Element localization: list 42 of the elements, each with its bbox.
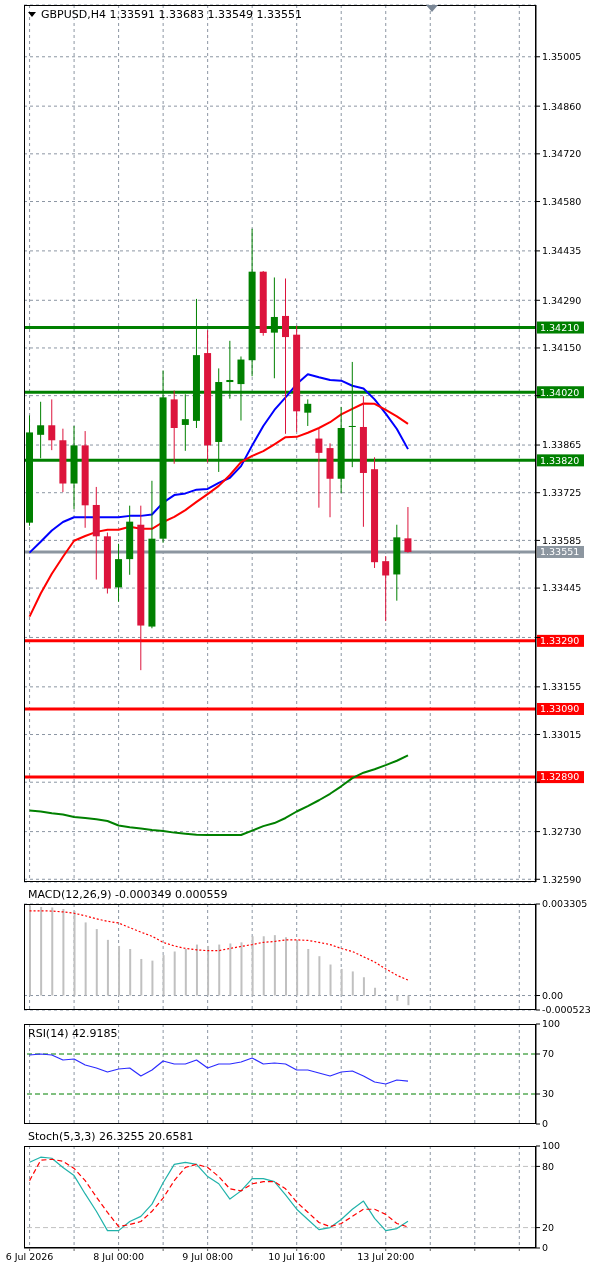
y-tick-label: 1.34150 [542, 342, 582, 354]
y-tick-label: -0.000523 [542, 1004, 591, 1016]
ref-line-label: 1.33290 [540, 635, 580, 647]
y-tick-label: 1.34860 [542, 100, 582, 112]
ref-line-label: 1.33551 [540, 546, 580, 558]
y-tick-label: 0 [542, 1118, 549, 1130]
x-tick-label: 8 Jul 00:00 [93, 1250, 145, 1262]
chart-title: GBPUSD,H4 1.33591 1.33683 1.33549 1.33551 [41, 8, 302, 21]
y-tick-label: 1.33015 [542, 728, 582, 740]
y-tick-label: 1.33155 [542, 681, 582, 693]
y-tick-label: 0.003305 [542, 898, 588, 910]
x-tick-label: 10 Jul 16:00 [268, 1250, 326, 1262]
y-tick-label: 100 [542, 1140, 561, 1152]
x-tick-label: 13 Jul 20:00 [357, 1250, 415, 1262]
y-tick-label: 70 [542, 1048, 555, 1060]
y-tick-label: 1.33865 [542, 439, 582, 451]
y-tick-label: 1.33445 [542, 582, 582, 594]
x-tick-label: 6 Jul 2026 [5, 1250, 54, 1262]
y-tick-label: 1.34290 [542, 294, 582, 306]
y-tick-label: 1.33585 [542, 534, 582, 546]
y-tick-label: 1.33725 [542, 487, 582, 499]
ref-line-label: 1.34210 [540, 321, 580, 333]
y-tick-label: 100 [542, 1018, 561, 1030]
chart-title: MACD(12,26,9) -0.000349 0.000559 [28, 888, 228, 901]
y-tick-label: 0 [542, 1242, 549, 1254]
y-tick-label: 80 [542, 1160, 555, 1172]
y-tick-label: 1.32730 [542, 825, 582, 837]
chart-title: Stoch(5,3,3) 26.3255 20.6581 [28, 1130, 194, 1143]
y-tick-label: 1.35005 [542, 51, 582, 63]
ref-line-label: 1.32890 [540, 771, 580, 783]
y-tick-label: 1.34720 [542, 148, 582, 160]
ref-line-label: 1.34020 [540, 386, 580, 398]
chart-title: RSI(14) 42.9185 [28, 1027, 118, 1040]
ref-line-label: 1.33820 [540, 454, 580, 466]
y-tick-label: 0.00 [542, 989, 564, 1001]
y-tick-label: 1.32590 [542, 873, 582, 885]
y-tick-label: 1.34580 [542, 195, 582, 207]
y-tick-label: 30 [542, 1088, 555, 1100]
x-tick-label: 9 Jul 08:00 [182, 1250, 234, 1262]
y-tick-label: 20 [542, 1221, 555, 1233]
y-tick-label: 1.34435 [542, 245, 582, 257]
ref-line-label: 1.33090 [540, 703, 580, 715]
